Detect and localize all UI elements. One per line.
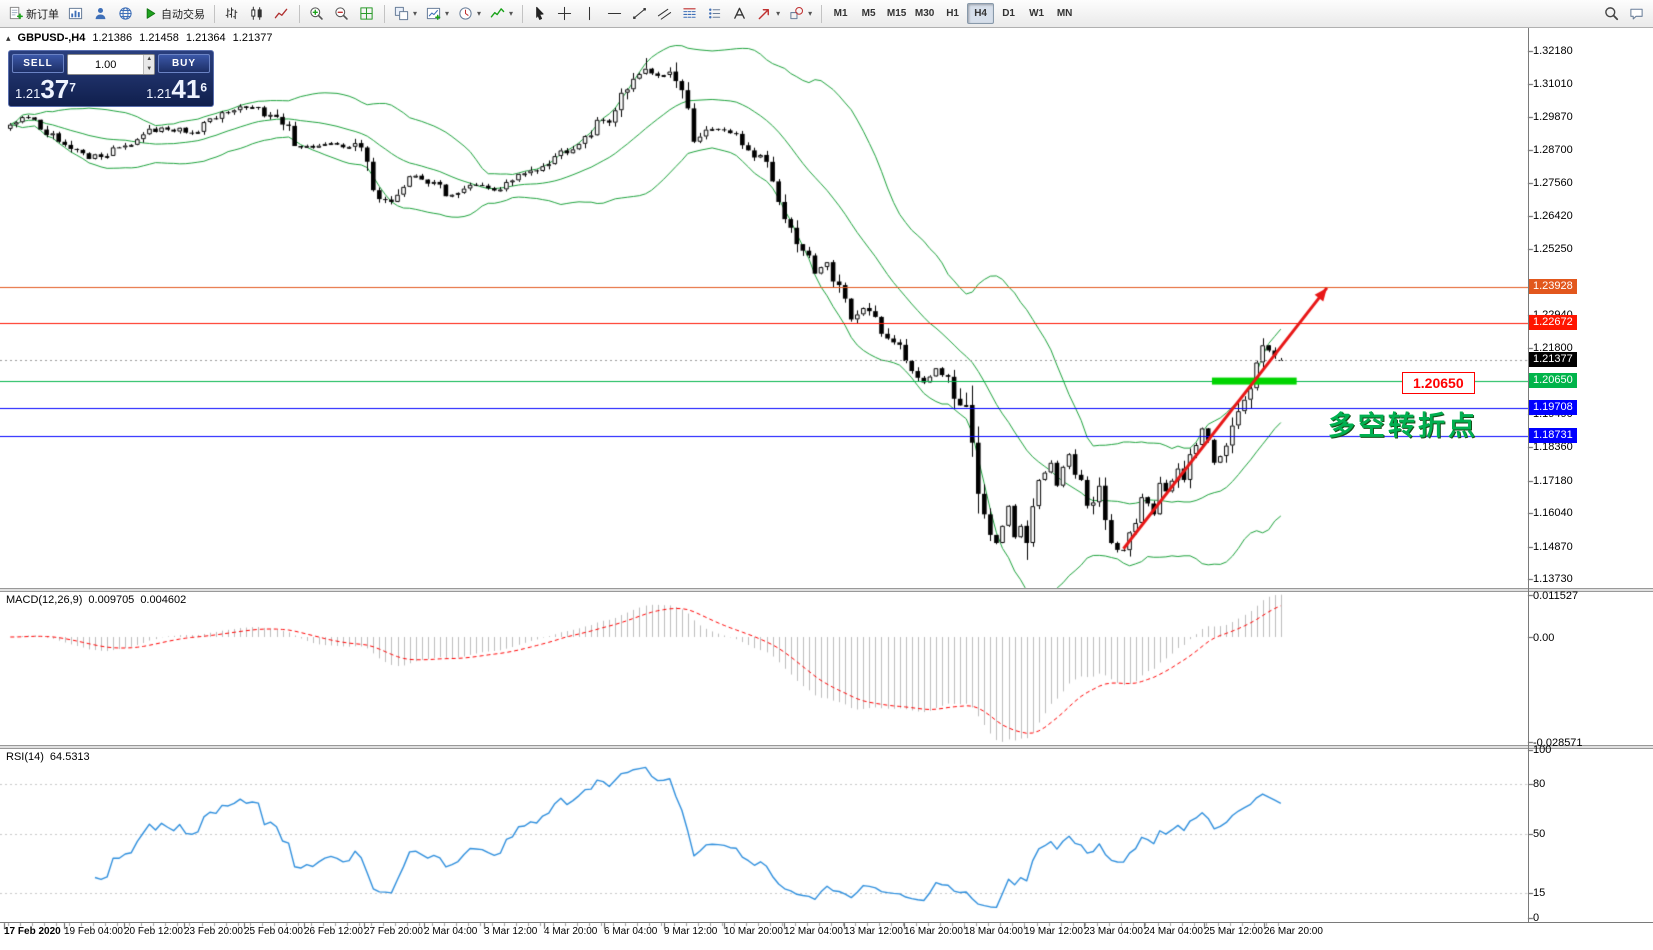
- volume-box: ▲ ▼: [67, 54, 155, 75]
- bar-chart-button[interactable]: [220, 3, 244, 25]
- community-button[interactable]: [114, 3, 138, 25]
- timeframe-m15[interactable]: M15: [883, 3, 910, 24]
- panel-separator-macd[interactable]: [0, 588, 1653, 592]
- vertical-line-button[interactable]: [578, 3, 602, 25]
- profiles-button[interactable]: [89, 3, 113, 25]
- macd-indicator-label: MACD(12,26,9) 0.009705 0.004602: [6, 594, 187, 606]
- toolbar-separator: [821, 4, 823, 23]
- zoom-in-button[interactable]: [305, 3, 329, 25]
- symbol-period-label: GBPUSD-,H4: [17, 32, 86, 44]
- volume-increase-button[interactable]: ▲: [144, 55, 154, 65]
- toolbar-separator: [384, 4, 385, 23]
- ohlc-low: 1.21364: [185, 32, 226, 44]
- timeframe-m30[interactable]: M30: [911, 3, 938, 24]
- charts-button[interactable]: [64, 3, 88, 25]
- price-callout-label: 1.20650: [1402, 372, 1475, 394]
- candlestick-button[interactable]: [245, 3, 269, 25]
- toolbar-separator: [214, 4, 215, 23]
- price-scale-border: [1528, 28, 1529, 922]
- volume-input[interactable]: [68, 55, 144, 74]
- toolbar-separator: [299, 4, 300, 23]
- tile-windows-button[interactable]: ▾: [390, 3, 421, 25]
- time-axis-border: [0, 922, 1653, 923]
- ohlc-close: 1.21377: [232, 32, 273, 44]
- search-button[interactable]: [1600, 3, 1624, 25]
- rsi-indicator-label: RSI(14) 64.5313: [6, 751, 90, 763]
- cursor-button[interactable]: [528, 3, 552, 25]
- macd-signal-value: 0.004602: [140, 594, 187, 606]
- timeframe-d1[interactable]: D1: [995, 3, 1022, 24]
- timeframe-w1[interactable]: W1: [1023, 3, 1050, 24]
- text-button[interactable]: [728, 3, 752, 25]
- auto-arrange-button[interactable]: [355, 3, 379, 25]
- sell-button[interactable]: SELL: [12, 54, 64, 73]
- toolbar-separator: [522, 4, 524, 23]
- one-click-collapse-icon[interactable]: ▴: [6, 32, 11, 43]
- zoom-out-button[interactable]: [330, 3, 354, 25]
- horizontal-line-button[interactable]: [603, 3, 627, 25]
- macd-main-value: 0.009705: [88, 594, 135, 606]
- rsi-value: 64.5313: [49, 751, 90, 763]
- panel-separator-rsi[interactable]: [0, 745, 1653, 749]
- chart-ohlc-readout: ▴ GBPUSD-,H4 1.21386 1.21458 1.21364 1.2…: [6, 32, 272, 44]
- chat-button[interactable]: [1625, 3, 1649, 25]
- arrows-button[interactable]: ▾: [753, 3, 784, 25]
- line-chart-button[interactable]: [270, 3, 294, 25]
- timeframe-mn[interactable]: MN: [1051, 3, 1078, 24]
- indicators-button[interactable]: ▾: [486, 3, 517, 25]
- toolbar: 新订单 自动交易 ▾ ▾ ▾ ▾ ▾ ▾ M1 M5 M15 M30 H1 H4 D1 W1 MN: [0, 0, 1653, 28]
- shapes-button[interactable]: ▾: [785, 3, 816, 25]
- sell-price: 1.21377: [15, 74, 76, 104]
- autotrading-button[interactable]: 自动交易: [139, 3, 209, 25]
- ohlc-open: 1.21386: [92, 32, 133, 44]
- fibonacci-button[interactable]: [678, 3, 702, 25]
- buy-price: 1.21416: [146, 74, 207, 104]
- periods-button[interactable]: ▾: [454, 3, 485, 25]
- new-chart-button[interactable]: ▾: [422, 3, 453, 25]
- timeframe-m1[interactable]: M1: [827, 3, 854, 24]
- buy-button[interactable]: BUY: [158, 54, 210, 73]
- ohlc-high: 1.21458: [139, 32, 179, 44]
- chinese-annotation-text: 多空转折点: [1328, 411, 1478, 441]
- timeframe-h4[interactable]: H4: [967, 3, 995, 24]
- timeframe-h1[interactable]: H1: [939, 3, 966, 24]
- objects-list-button[interactable]: [703, 3, 727, 25]
- crosshair-button[interactable]: [553, 3, 577, 25]
- trendline-button[interactable]: [628, 3, 652, 25]
- new-order-button[interactable]: 新订单: [4, 3, 63, 25]
- channel-button[interactable]: [653, 3, 677, 25]
- volume-decrease-button[interactable]: ▼: [144, 64, 154, 74]
- one-click-trading-panel: SELL ▲ ▼ BUY 1.21377 1.21416: [8, 50, 214, 107]
- timeframe-m5[interactable]: M5: [855, 3, 882, 24]
